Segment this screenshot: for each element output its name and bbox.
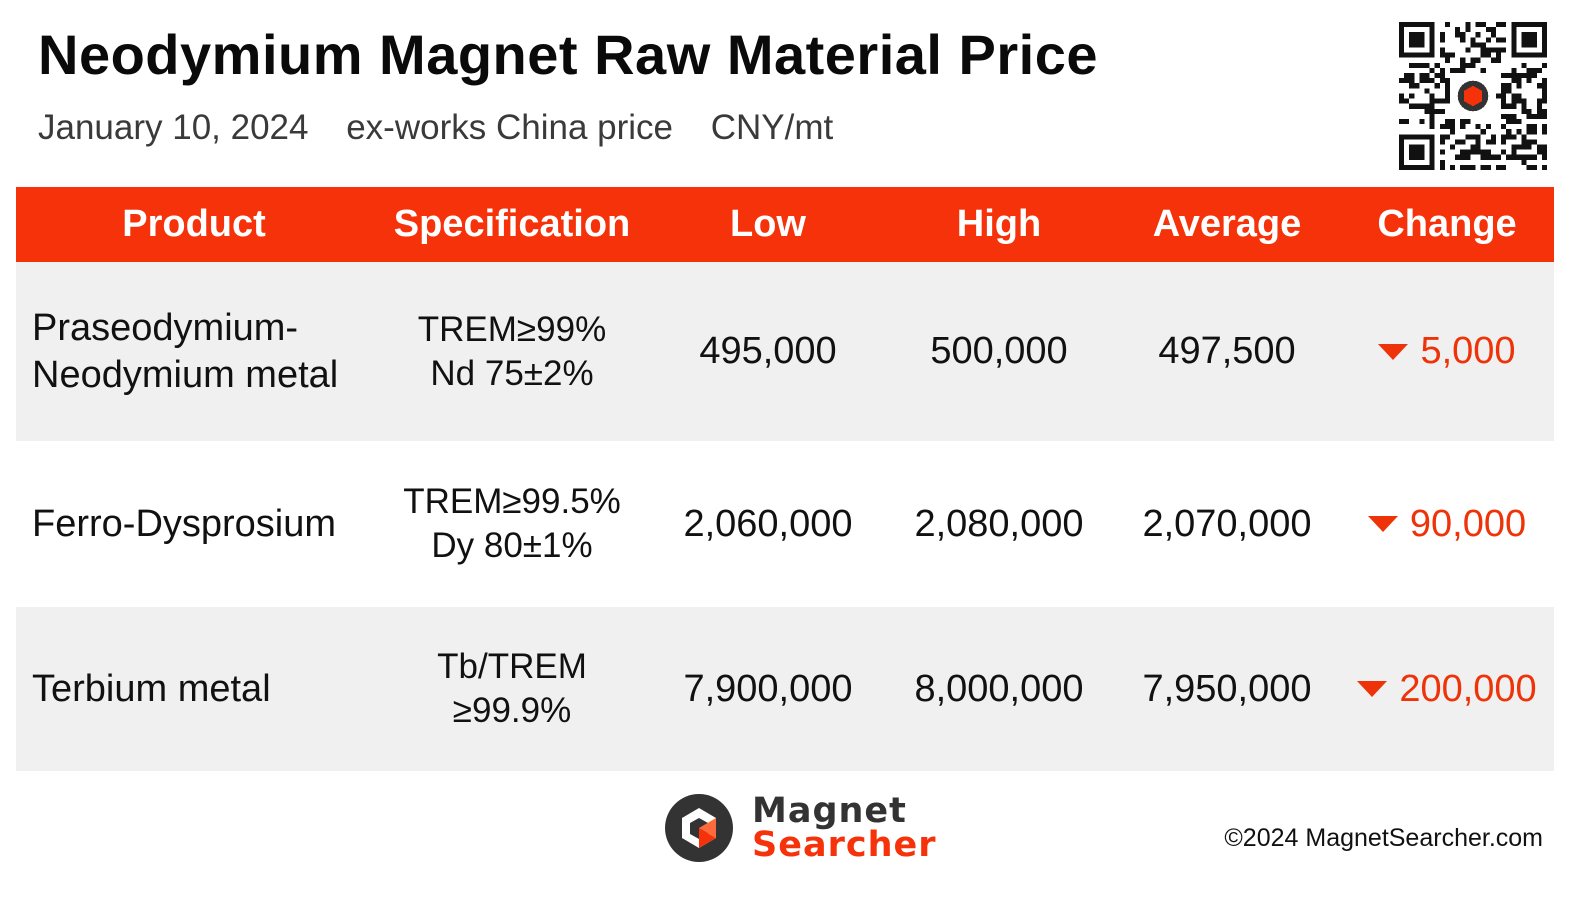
price-table: Product Specification Low High Average C… [16,187,1554,771]
column-header-change: Change [1377,203,1517,245]
magnet-searcher-logo[interactable]: Magnet Searcher [664,791,937,865]
table-header: Product Specification Low High Average C… [16,187,1554,262]
page-title: Neodymium Magnet Raw Material Price [38,23,1099,86]
magnet-searcher-logo-icon [665,794,733,862]
product-name: Terbium metal [32,667,271,710]
column-header-product: Product [122,203,266,245]
column-header-average: Average [1152,203,1302,245]
price-high: 500,000 [930,330,1068,372]
price-low: 495,000 [699,330,837,372]
product-name: Ferro-Dysprosium [32,502,337,545]
logo-word-searcher: Searcher [752,825,937,865]
copyright-notice: ©2024 MagnetSearcher.com [1224,824,1543,852]
price-date: January 10, 2024 [38,108,309,147]
table-row: Ferro-Dysprosium TREM≥99.5% Dy 80±1% 2,0… [16,441,1554,607]
down-triangle-icon [1378,343,1409,360]
qr-code-icon[interactable] [1398,22,1548,170]
price-high: 2,080,000 [914,502,1084,545]
price-average: 7,950,000 [1142,667,1312,710]
price-change: 200,000 [1340,668,1554,711]
price-change: 5,000 [1340,330,1554,373]
table-row: Terbium metal Tb/TREM ≥99.9% 7,900,000 8… [16,607,1554,771]
price-unit: CNY/mt [710,108,834,147]
logo-word-magnet: Magnet [752,791,907,831]
column-header-high: High [956,203,1042,245]
price-basis: ex-works China price [346,108,673,147]
price-low: 7,900,000 [683,667,853,710]
price-high: 8,000,000 [914,667,1084,710]
price-low: 2,060,000 [683,502,853,545]
price-change: 90,000 [1340,503,1554,546]
product-spec: TREM≥99% Nd 75±2% [417,309,607,393]
product-name: Praseodymium- Neodymium metal [32,306,339,396]
down-triangle-icon [1367,516,1398,532]
down-triangle-icon [1357,681,1388,697]
column-header-low: Low [730,203,806,245]
subtitle: January 10, 2024 ex-works China price CN… [38,108,861,148]
column-header-specification: Specification [393,203,631,245]
product-spec: Tb/TREM ≥99.9% [437,647,587,730]
price-average: 497,500 [1158,330,1296,372]
price-average: 2,070,000 [1142,502,1312,545]
product-spec: TREM≥99.5% Dy 80±1% [403,482,621,565]
table-row: Praseodymium- Neodymium metal TREM≥99% N… [16,262,1554,441]
